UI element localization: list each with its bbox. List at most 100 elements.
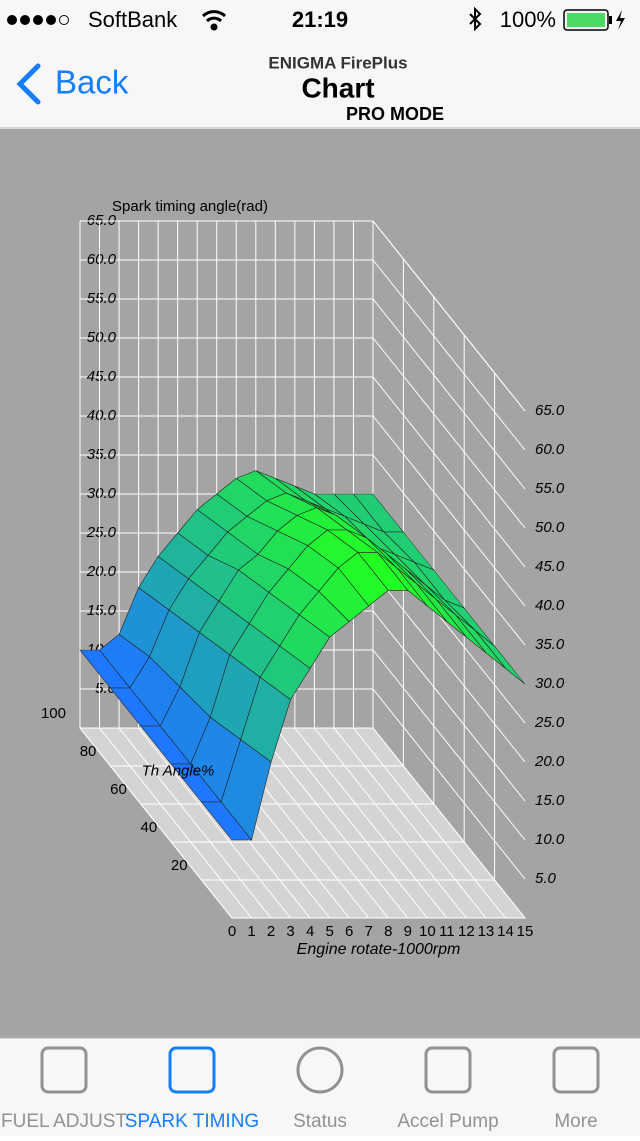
grid-line bbox=[372, 376, 526, 568]
tab-icon bbox=[424, 1046, 472, 1094]
z-tick-label-right: 20.0 bbox=[534, 753, 565, 770]
grid-line bbox=[79, 727, 233, 919]
grid-line bbox=[118, 727, 272, 919]
x-tick-label: 13 bbox=[478, 923, 495, 940]
grid-line bbox=[372, 649, 526, 841]
tab-label: More bbox=[554, 1111, 597, 1132]
x-tick-label: 10 bbox=[419, 923, 436, 940]
y-tick-label: 60 bbox=[110, 781, 127, 798]
nav-mode: PRO MODE bbox=[346, 104, 444, 124]
clock: 21:19 bbox=[292, 7, 348, 32]
y-tick-label: 40 bbox=[141, 819, 158, 836]
grid-line bbox=[138, 727, 291, 919]
z-tick-label: 60.0 bbox=[87, 251, 117, 268]
grid-line bbox=[372, 571, 526, 763]
grid-line bbox=[372, 220, 526, 412]
grid-line bbox=[274, 727, 428, 919]
z-tick-label-right: 55.0 bbox=[535, 480, 565, 497]
z-tick-label: 15.0 bbox=[87, 602, 117, 619]
back-button[interactable]: Back bbox=[55, 64, 129, 101]
grid-line bbox=[372, 415, 526, 607]
z-tick-label: 25.0 bbox=[86, 524, 117, 541]
bluetooth bbox=[469, 6, 482, 32]
z-tick-label-right: 30.0 bbox=[535, 675, 565, 692]
carrier: SoftBank bbox=[88, 7, 178, 32]
x-tick-label: 6 bbox=[345, 923, 353, 940]
z-tick-label: 20.0 bbox=[86, 563, 117, 580]
z-tick-label: 50.0 bbox=[87, 329, 117, 346]
wifi bbox=[201, 10, 227, 31]
x-tick-label: 2 bbox=[267, 923, 275, 940]
y-tick-label: 20 bbox=[171, 857, 188, 874]
x-tick-label: 4 bbox=[306, 923, 314, 940]
tab-label: SPARK TIMING bbox=[125, 1111, 259, 1132]
z-tick-label: 55.0 bbox=[87, 290, 117, 307]
z-tick-label-right: 45.0 bbox=[535, 558, 565, 575]
battery bbox=[563, 9, 625, 31]
grid-line bbox=[294, 727, 448, 919]
surface-cell bbox=[200, 801, 253, 841]
grid-line bbox=[333, 727, 487, 919]
x-tick-label: 11 bbox=[439, 923, 455, 940]
z-tick-label-right: 15.0 bbox=[535, 792, 565, 809]
grid-line bbox=[372, 688, 526, 880]
tab[interactable]: Status bbox=[293, 1046, 347, 1132]
tab-icon bbox=[168, 1046, 216, 1094]
z-tick-label-right: 35.0 bbox=[535, 636, 565, 653]
battery-text: 100% bbox=[500, 7, 556, 32]
z-tick-label-right: 60.0 bbox=[535, 441, 565, 458]
x-tick-label: 0 bbox=[228, 923, 236, 940]
x-tick-label: 15 bbox=[517, 923, 534, 940]
grid-line bbox=[353, 727, 506, 919]
tab[interactable]: More bbox=[552, 1046, 600, 1132]
x-tick-label: 3 bbox=[286, 923, 294, 940]
grid-line bbox=[314, 727, 467, 919]
back-chevron[interactable] bbox=[16, 63, 41, 105]
nav-title: Chart bbox=[301, 72, 374, 103]
z-tick-label-right: 5.0 bbox=[535, 870, 557, 887]
grid-line bbox=[255, 727, 409, 919]
x-tick-label: 1 bbox=[247, 923, 255, 940]
tab-label: FUEL ADJUST bbox=[1, 1111, 127, 1132]
z-tick-label-right: 65.0 bbox=[535, 402, 565, 419]
grid-line bbox=[372, 298, 526, 490]
z-tick-label-right: 25.0 bbox=[534, 714, 565, 731]
tab[interactable]: SPARK TIMING bbox=[125, 1046, 259, 1132]
z-tick-label: 65.0 bbox=[87, 212, 117, 229]
grid-line bbox=[99, 727, 252, 919]
z-tick-label: 40.0 bbox=[87, 407, 117, 424]
x-axis-title: Engine rotate-1000rpm bbox=[297, 941, 461, 958]
x-tick-label: 5 bbox=[325, 923, 333, 940]
z-tick-label: 30.0 bbox=[87, 485, 117, 502]
tab-icon bbox=[552, 1046, 600, 1094]
chart: 5.05.010.010.015.015.020.020.025.025.030… bbox=[41, 198, 565, 958]
tab-icon bbox=[296, 1046, 344, 1094]
tabbar-bg bbox=[0, 1038, 640, 1136]
x-tick-label: 14 bbox=[497, 923, 514, 940]
z-tick-label: 35.0 bbox=[87, 446, 117, 463]
y-axis-title: Th Angle% bbox=[142, 762, 215, 779]
z-axis-title: Spark timing angle(rad) bbox=[112, 198, 268, 215]
grid-line bbox=[372, 337, 526, 529]
y-tick-label: 100 bbox=[41, 705, 66, 722]
x-tick-label: 12 bbox=[458, 923, 475, 940]
z-tick-label-right: 10.0 bbox=[535, 831, 565, 848]
tab-label: Accel Pump bbox=[397, 1111, 498, 1132]
z-tick-label: 45.0 bbox=[87, 368, 117, 385]
x-tick-label: 8 bbox=[384, 923, 392, 940]
grid-line bbox=[372, 259, 526, 451]
z-tick-label-right: 50.0 bbox=[535, 519, 565, 536]
x-tick-label: 7 bbox=[365, 923, 373, 940]
tab[interactable]: FUEL ADJUST bbox=[1, 1046, 127, 1132]
tab[interactable]: Accel Pump bbox=[397, 1046, 499, 1132]
tab-icon bbox=[40, 1046, 88, 1094]
header-bg bbox=[0, 0, 640, 128]
nav-subtitle: ENIGMA FirePlus bbox=[268, 53, 407, 72]
y-tick-label: 80 bbox=[80, 743, 97, 760]
grid-line bbox=[372, 610, 526, 802]
signal bbox=[7, 15, 69, 25]
grid-line bbox=[372, 727, 526, 919]
